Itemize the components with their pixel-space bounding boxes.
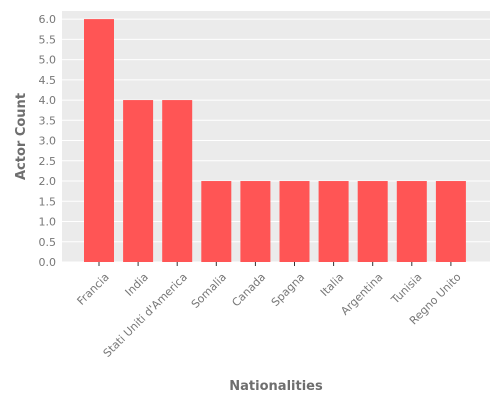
bar-francia xyxy=(84,19,114,263)
bar-canada xyxy=(240,181,271,262)
y-tick-label: 5.5 xyxy=(39,33,57,46)
y-tick-label: 0.5 xyxy=(39,236,57,249)
bar-spagna xyxy=(279,181,310,262)
bar-italia xyxy=(318,181,349,262)
y-axis-ticks: 0.0 0.5 1.0 1.5 2.0 2.5 3.0 3.5 4.0 4.5 5.0 5.5 6.0 xyxy=(39,13,57,269)
x-tick-label: India xyxy=(123,271,151,299)
y-tick-label: 6.0 xyxy=(39,13,57,26)
bar-argentina xyxy=(357,181,388,262)
bar-india xyxy=(123,100,154,262)
y-tick-label: 0.0 xyxy=(39,256,57,269)
x-axis-label: Nationalities xyxy=(229,379,323,394)
bar-somalia xyxy=(201,181,232,262)
bar-tunisia xyxy=(396,181,427,262)
y-tick-label: 4.5 xyxy=(39,74,57,87)
y-tick-label: 4.0 xyxy=(39,94,57,107)
y-axis-label: Actor Count xyxy=(14,93,29,180)
bar-regno-unito xyxy=(435,181,466,262)
bar-stati-uniti-d-america xyxy=(162,100,193,262)
x-tick-label: Somalia xyxy=(189,271,229,311)
x-tick-label: Tunisia xyxy=(388,271,424,307)
y-tick-label: 1.5 xyxy=(39,195,57,208)
y-tick-label: 3.5 xyxy=(39,114,57,127)
y-tick-label: 1.0 xyxy=(39,216,57,229)
x-tick-label: Italia xyxy=(318,271,346,299)
x-tick-label: Canada xyxy=(229,271,268,310)
bars xyxy=(84,19,466,263)
x-tick-label: Francia xyxy=(75,271,112,308)
y-tick-label: 2.0 xyxy=(39,175,57,188)
x-tick-label: Spagna xyxy=(269,271,307,309)
x-tick-label: Argentina xyxy=(338,271,385,318)
y-tick-label: 2.5 xyxy=(39,155,57,168)
y-tick-label: 5.0 xyxy=(39,54,57,67)
y-tick-label: 3.0 xyxy=(39,135,57,148)
